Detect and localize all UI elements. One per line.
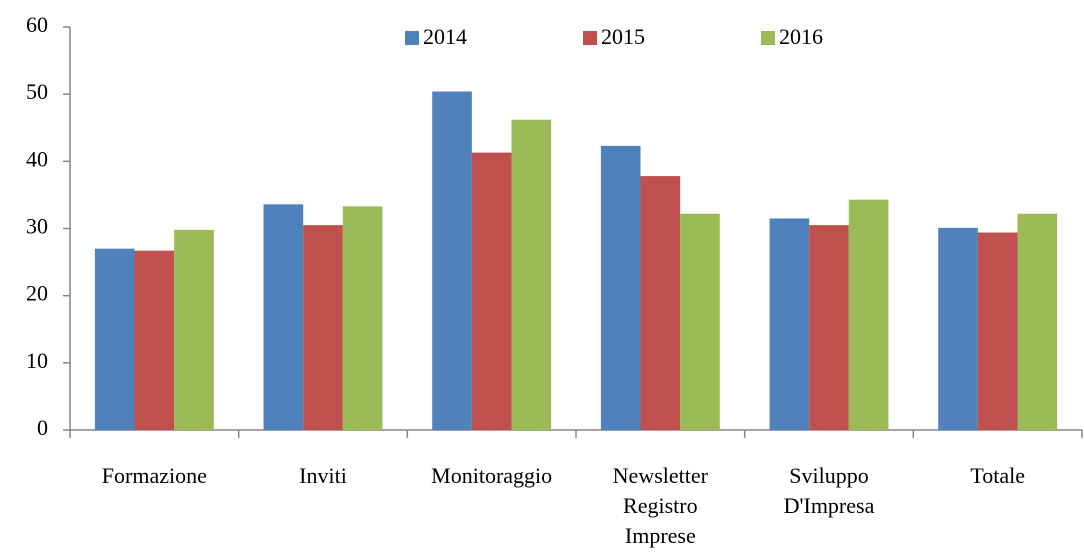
bar xyxy=(263,204,304,430)
x-tick-label-line: Formazione xyxy=(102,463,207,488)
bar xyxy=(174,229,214,430)
x-tick-label-line: Registro xyxy=(623,493,698,518)
bar xyxy=(977,232,1018,430)
y-tick-label: 40 xyxy=(26,146,48,171)
bar xyxy=(680,213,720,430)
x-tick-label-line: Sviluppo xyxy=(789,463,868,488)
y-tick-label: 20 xyxy=(26,281,48,306)
bar xyxy=(471,152,512,430)
y-tick-label: 30 xyxy=(26,214,48,239)
x-tick-label: Inviti xyxy=(299,463,347,488)
x-tick-label: Totale xyxy=(970,463,1025,488)
legend-label: 2014 xyxy=(423,24,467,49)
legend-swatch xyxy=(583,31,597,45)
legend-swatch xyxy=(761,31,775,45)
x-tick-label-line: Totale xyxy=(970,463,1025,488)
bar xyxy=(769,218,810,430)
bar xyxy=(848,199,889,430)
bar xyxy=(1017,213,1058,430)
bar xyxy=(938,227,978,430)
bar xyxy=(342,206,383,430)
bar xyxy=(94,248,135,430)
bar xyxy=(600,145,641,430)
legend-swatch xyxy=(405,31,419,45)
x-tick-label: Sviluppo D'Impresa xyxy=(784,463,875,518)
bar xyxy=(303,225,343,430)
bar xyxy=(640,176,681,430)
x-tick-label-line: Monitoraggio xyxy=(431,463,552,488)
x-tick-label-line: Inviti xyxy=(299,463,347,488)
x-tick-label: Monitoraggio xyxy=(431,463,552,488)
x-tick-label: Newsletter Registro Imprese xyxy=(613,463,709,548)
x-tick-label-line: D'Impresa xyxy=(784,493,875,518)
legend-label: 2016 xyxy=(779,24,823,49)
bar xyxy=(511,119,552,430)
y-tick-label: 60 xyxy=(26,12,48,37)
x-tick-label-line: Imprese xyxy=(625,523,696,548)
legend-label: 2015 xyxy=(601,24,645,49)
y-tick-label: 50 xyxy=(26,79,48,104)
y-tick-label: 10 xyxy=(26,348,48,373)
y-tick-label: 0 xyxy=(37,415,48,440)
bar xyxy=(809,225,849,430)
bar xyxy=(432,91,472,430)
x-tick-label: Formazione xyxy=(102,463,207,488)
bar xyxy=(134,250,175,430)
x-tick-label-line: Newsletter xyxy=(613,463,709,488)
